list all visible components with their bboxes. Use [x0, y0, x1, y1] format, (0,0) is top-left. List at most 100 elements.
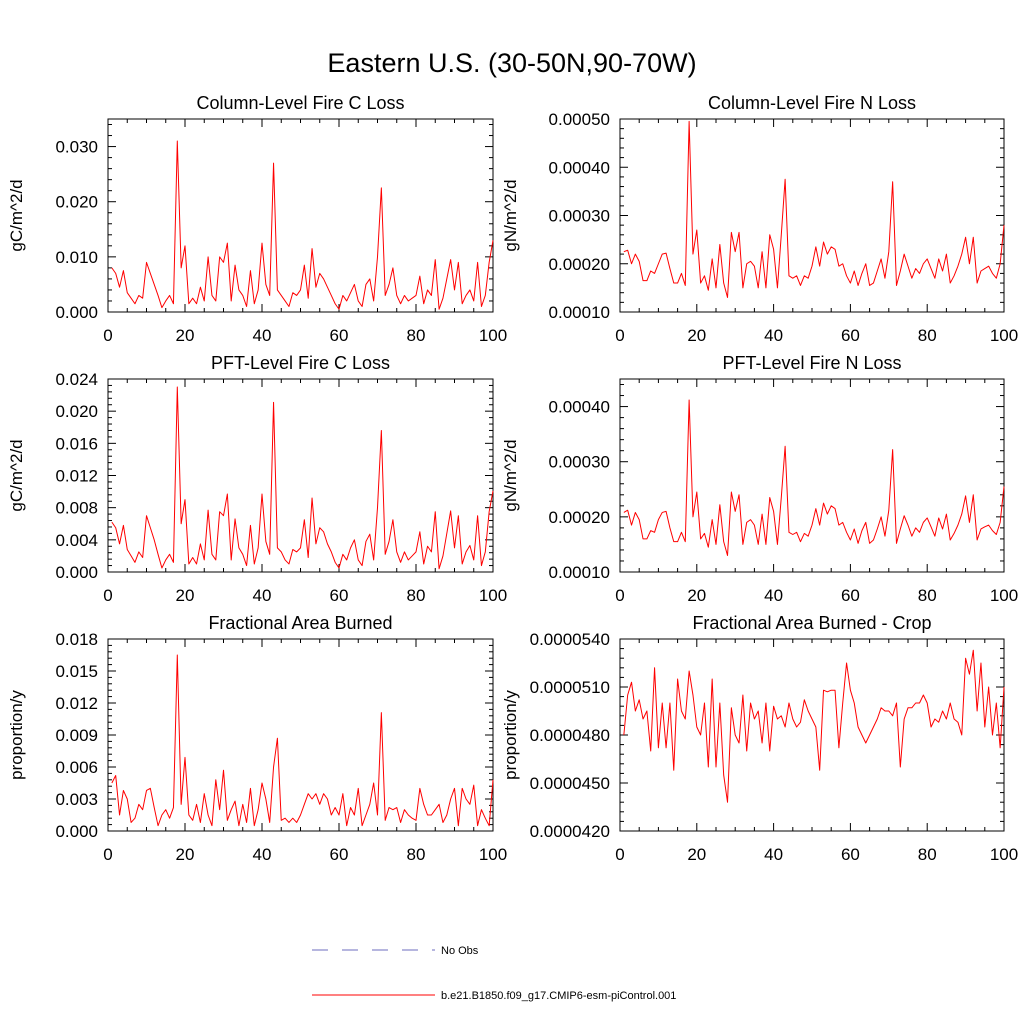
chart-panel-3: PFT-Level Fire C Loss gC/m^2/d 0 20 40 60 80 10…	[7, 353, 507, 605]
x-tick-label: 40	[253, 586, 272, 605]
chart-panel-5: Fractional Area Burned proportion/y 0 20 40 6…	[7, 613, 507, 864]
x-tick-label: 0	[615, 586, 624, 605]
y-tick-label: 0.008	[55, 499, 98, 518]
x-tick-label: 0	[103, 586, 112, 605]
x-tick-label: 0	[615, 845, 624, 864]
x-tick-label: 100	[479, 586, 507, 605]
y-tick-label: 0.003	[55, 790, 98, 809]
chart-panel-1: Column-Level Fire C Loss gC/m^2/d 0 20 40 60 8…	[7, 93, 507, 345]
chart-panel-6: Fractional Area Burned - Crop proportion/…	[501, 613, 1018, 864]
x-tick-label: 80	[918, 326, 937, 345]
y-tick-label: 0.012	[55, 694, 98, 713]
x-tick-label: 80	[918, 845, 937, 864]
y-tick-label: 0.0000540	[530, 630, 610, 649]
y-tick-label: 0.00040	[549, 398, 610, 417]
y-tick-label: 0.030	[55, 138, 98, 157]
x-tick-label: 60	[330, 586, 349, 605]
plot-frame	[107, 638, 494, 832]
y-tick-label: 0.020	[55, 193, 98, 212]
chart-panels: Column-Level Fire C Loss gC/m^2/d 0 20 40 60 8…	[7, 93, 1018, 864]
x-tick-label: 60	[841, 845, 860, 864]
x-tick-label: 20	[176, 845, 195, 864]
y-tick-label: 0.00030	[549, 207, 610, 226]
x-tick-label: 100	[990, 586, 1018, 605]
y-tick-label: 0.009	[55, 726, 98, 745]
x-tick-label: 100	[990, 845, 1018, 864]
y-axis-label: gN/m^2/d	[501, 439, 520, 511]
plot-frame	[107, 378, 494, 573]
y-tick-label: 0.00030	[549, 453, 610, 472]
x-tick-label: 100	[990, 326, 1018, 345]
y-tick-label: 0.00050	[549, 110, 610, 129]
x-tick-label: 60	[330, 845, 349, 864]
x-tick-label: 0	[615, 326, 624, 345]
y-tick-label: 0.000	[55, 563, 98, 582]
x-tick-label: 80	[407, 586, 426, 605]
x-tick-label: 0	[103, 326, 112, 345]
x-tick-label: 0	[103, 845, 112, 864]
x-tick-label: 20	[687, 326, 706, 345]
x-tick-label: 60	[841, 326, 860, 345]
y-tick-label: 0.020	[55, 402, 98, 421]
series-line	[111, 140, 494, 310]
plot-frame	[619, 378, 1005, 573]
y-tick-label: 0.00010	[549, 563, 610, 582]
x-tick-label: 20	[176, 326, 195, 345]
x-tick-label: 40	[764, 845, 783, 864]
x-tick-label: 40	[764, 586, 783, 605]
plot-frame	[107, 118, 494, 313]
y-axis-label: proportion/y	[7, 690, 26, 780]
x-tick-label: 60	[330, 326, 349, 345]
panel-title: PFT-Level Fire C Loss	[211, 353, 390, 373]
legend: No Obs b.e21.B1850.f09_g17.CMIP6-esm-piC…	[312, 945, 676, 1002]
y-tick-label: 0.012	[55, 467, 98, 486]
x-tick-label: 20	[687, 845, 706, 864]
y-tick-label: 0.0000420	[530, 822, 610, 841]
x-tick-label: 80	[407, 845, 426, 864]
y-axis-label: gC/m^2/d	[7, 179, 26, 251]
panel-title: Column-Level Fire C Loss	[196, 93, 404, 113]
y-tick-label: 0.0000450	[530, 774, 610, 793]
y-axis-label: gN/m^2/d	[501, 179, 520, 251]
y-tick-label: 0.00040	[549, 158, 610, 177]
series-line	[623, 649, 1005, 803]
y-axis-label: proportion/y	[501, 690, 520, 780]
y-tick-label: 0.006	[55, 758, 98, 777]
panel-title: PFT-Level Fire N Loss	[722, 353, 901, 373]
panel-title: Column-Level Fire N Loss	[708, 93, 916, 113]
series-line	[623, 120, 1005, 299]
x-tick-label: 100	[479, 845, 507, 864]
y-tick-label: 0.010	[55, 248, 98, 267]
y-tick-label: 0.00010	[549, 303, 610, 322]
x-tick-label: 20	[176, 586, 195, 605]
x-tick-label: 20	[687, 586, 706, 605]
y-tick-label: 0.016	[55, 434, 98, 453]
y-tick-label: 0.0000480	[530, 726, 610, 745]
x-tick-label: 40	[253, 845, 272, 864]
chart-panel-2: Column-Level Fire N Loss gN/m^2/d 0 20 40 60 8…	[501, 93, 1018, 345]
y-tick-label: 0.024	[55, 370, 98, 389]
y-tick-label: 0.000	[55, 303, 98, 322]
y-tick-label: 0.000	[55, 822, 98, 841]
y-tick-label: 0.018	[55, 630, 98, 649]
figure-title: Eastern U.S. (30-50N,90-70W)	[327, 48, 696, 78]
series-line	[623, 399, 1005, 556]
series-line	[111, 654, 494, 827]
panel-title: Fractional Area Burned - Crop	[692, 613, 931, 633]
plot-frame	[619, 638, 1005, 832]
chart-panel-4: PFT-Level Fire N Loss gN/m^2/d 0 20 40 60 80 10…	[501, 353, 1018, 605]
y-tick-label: 0.0000510	[530, 678, 610, 697]
x-tick-label: 40	[764, 326, 783, 345]
series-line	[111, 386, 494, 570]
legend-label-model: b.e21.B1850.f09_g17.CMIP6-esm-piControl.…	[441, 990, 676, 1002]
panel-title: Fractional Area Burned	[208, 613, 392, 633]
x-tick-label: 40	[253, 326, 272, 345]
x-tick-label: 80	[407, 326, 426, 345]
y-tick-label: 0.015	[55, 662, 98, 681]
legend-label-no-obs: No Obs	[441, 945, 479, 957]
y-tick-label: 0.004	[55, 531, 98, 550]
x-tick-label: 60	[841, 586, 860, 605]
y-tick-label: 0.00020	[549, 255, 610, 274]
y-axis-label: gC/m^2/d	[7, 439, 26, 511]
